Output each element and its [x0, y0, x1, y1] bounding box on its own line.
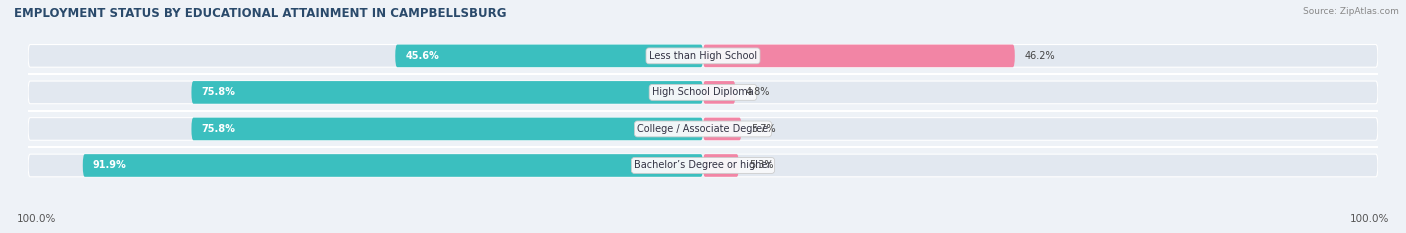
FancyBboxPatch shape [191, 118, 703, 140]
FancyBboxPatch shape [83, 154, 703, 177]
Text: 45.6%: 45.6% [405, 51, 439, 61]
Text: 46.2%: 46.2% [1025, 51, 1056, 61]
FancyBboxPatch shape [28, 81, 703, 104]
FancyBboxPatch shape [703, 118, 741, 140]
Text: 5.7%: 5.7% [752, 124, 776, 134]
FancyBboxPatch shape [703, 118, 1378, 140]
Text: 5.3%: 5.3% [749, 161, 773, 171]
FancyBboxPatch shape [703, 45, 1015, 67]
Text: 75.8%: 75.8% [201, 124, 235, 134]
Text: Less than High School: Less than High School [650, 51, 756, 61]
FancyBboxPatch shape [703, 154, 1378, 177]
Text: 100.0%: 100.0% [17, 214, 56, 224]
FancyBboxPatch shape [395, 45, 703, 67]
FancyBboxPatch shape [703, 154, 738, 177]
Text: 91.9%: 91.9% [93, 161, 127, 171]
Text: 100.0%: 100.0% [1350, 214, 1389, 224]
Text: 4.8%: 4.8% [745, 87, 770, 97]
FancyBboxPatch shape [28, 45, 703, 67]
Text: 75.8%: 75.8% [201, 87, 235, 97]
FancyBboxPatch shape [703, 81, 1378, 104]
Text: EMPLOYMENT STATUS BY EDUCATIONAL ATTAINMENT IN CAMPBELLSBURG: EMPLOYMENT STATUS BY EDUCATIONAL ATTAINM… [14, 7, 506, 20]
Text: Bachelor’s Degree or higher: Bachelor’s Degree or higher [634, 161, 772, 171]
FancyBboxPatch shape [28, 118, 703, 140]
FancyBboxPatch shape [28, 154, 703, 177]
FancyBboxPatch shape [703, 45, 1378, 67]
Text: High School Diploma: High School Diploma [652, 87, 754, 97]
Text: Source: ZipAtlas.com: Source: ZipAtlas.com [1303, 7, 1399, 16]
Text: College / Associate Degree: College / Associate Degree [637, 124, 769, 134]
FancyBboxPatch shape [703, 81, 735, 104]
FancyBboxPatch shape [191, 81, 703, 104]
